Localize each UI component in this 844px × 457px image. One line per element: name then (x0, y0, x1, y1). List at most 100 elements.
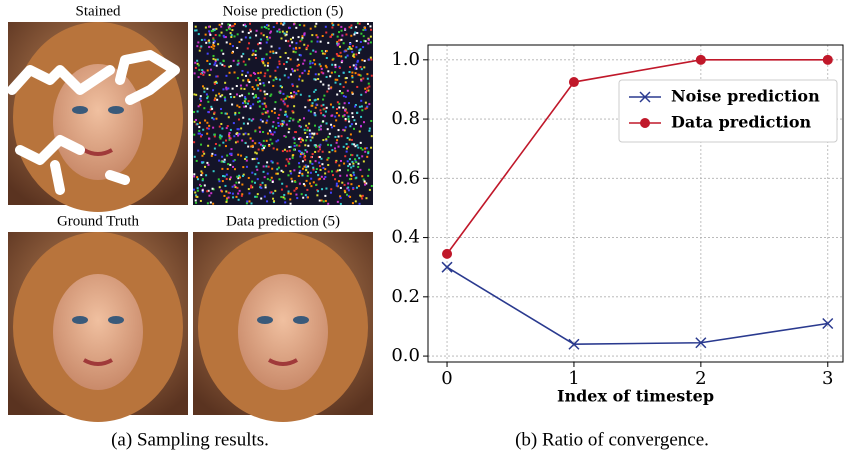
noise-dot (312, 181, 315, 184)
noise-dot (244, 63, 247, 66)
noise-dot (346, 174, 349, 177)
x-tick-label: 3 (822, 368, 833, 389)
noise-dot (241, 73, 244, 76)
noise-dot (206, 95, 209, 98)
noise-dot (285, 67, 288, 70)
noise-dot (295, 47, 298, 50)
noise-dot (289, 58, 292, 61)
noise-dot (343, 50, 346, 53)
noise-dot (264, 111, 267, 114)
noise-dot (206, 52, 209, 55)
noise-dot (301, 167, 304, 170)
noise-dot (202, 73, 205, 76)
noise-dot (246, 71, 249, 74)
noise-dot (341, 34, 344, 37)
noise-dot (313, 124, 316, 127)
noise-dot (227, 26, 230, 29)
noise-dot (291, 83, 294, 86)
noise-dot (267, 115, 270, 118)
noise-dot (344, 95, 347, 98)
noise-dot (259, 47, 262, 50)
noise-dot (289, 117, 292, 120)
noise-dot (313, 99, 316, 102)
noise-dot (307, 171, 310, 174)
noise-dot (214, 142, 217, 145)
noise-dot (231, 185, 234, 188)
noise-dot (225, 200, 228, 203)
noise-dot (281, 150, 284, 153)
noise-dot (242, 122, 245, 125)
noise-dot (208, 32, 211, 35)
noise-dot (358, 130, 361, 133)
point (822, 54, 833, 65)
noise-dot (255, 34, 258, 37)
noise-dot (268, 144, 271, 147)
noise-dot (286, 150, 289, 153)
noise-dot (292, 47, 295, 50)
noise-dot (263, 84, 266, 87)
noise-dot (309, 171, 312, 174)
noise-dot (194, 29, 197, 32)
noise-dot (257, 148, 260, 151)
noise-dot (242, 173, 245, 176)
noise-dot (297, 137, 300, 140)
noise-dot (196, 195, 199, 198)
noise-dot (298, 78, 301, 81)
noise-dot (293, 189, 296, 192)
noise-dot (232, 24, 235, 27)
noise-dot (280, 195, 283, 198)
noise-dot (329, 35, 332, 38)
noise-dot (362, 46, 365, 49)
noise-dot (258, 105, 261, 108)
noise-dot (344, 81, 347, 84)
y-tick-label: 1.0 (391, 49, 420, 70)
noise-dot (331, 26, 334, 29)
noise-dot (313, 78, 316, 81)
noise-dot (255, 152, 258, 155)
noise-dot (240, 127, 243, 130)
noise-dot (244, 101, 247, 104)
noise-dot (279, 55, 282, 58)
noise-dot (299, 54, 302, 57)
noise-dot (323, 52, 326, 55)
noise-dot (301, 174, 304, 177)
noise-dot (265, 41, 268, 44)
noise-dot (295, 46, 298, 49)
noise-dot (269, 50, 272, 53)
noise-dot (338, 169, 341, 172)
noise-dot (214, 62, 217, 65)
noise-dot (254, 95, 257, 98)
noise-dot (197, 105, 200, 108)
noise-dot (338, 75, 341, 78)
noise-dot (257, 97, 260, 100)
noise-dot (366, 86, 369, 89)
noise-dot (241, 94, 244, 97)
noise-dot (277, 166, 280, 169)
noise-dot (349, 42, 352, 45)
noise-dot (276, 172, 279, 175)
noise-dot (344, 126, 347, 129)
noise-dot (247, 31, 250, 34)
noise-dot (308, 99, 311, 102)
noise-dot (251, 86, 254, 89)
noise-dot (250, 74, 253, 77)
noise-dot (279, 90, 282, 93)
legend-marker (640, 118, 650, 128)
noise-dot (287, 192, 290, 195)
noise-dot (208, 137, 211, 140)
noise-dot (323, 107, 326, 110)
noise-dot (244, 97, 247, 100)
noise-dot (212, 38, 215, 41)
noise-dot (356, 32, 359, 35)
noise-dot (247, 100, 250, 103)
noise-dot (211, 187, 214, 190)
noise-dot (259, 71, 262, 74)
noise-dot (216, 58, 219, 61)
noise-dot (334, 63, 337, 66)
noise-dot (342, 42, 345, 45)
noise-dot (194, 61, 197, 64)
noise-dot (346, 193, 349, 196)
noise-dot (262, 130, 265, 133)
noise-dot (349, 173, 352, 176)
noise-dot (200, 45, 203, 48)
